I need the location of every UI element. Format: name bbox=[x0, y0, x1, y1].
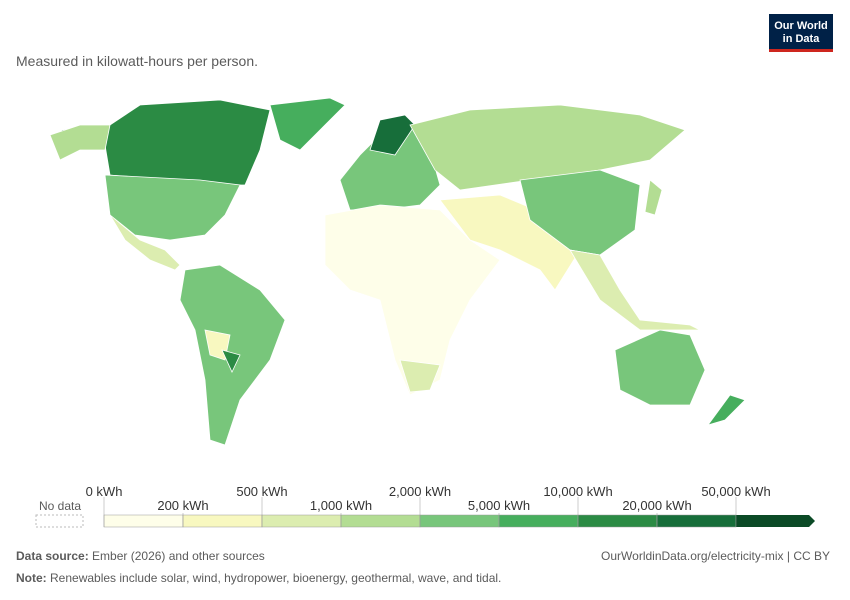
legend-bin bbox=[656, 514, 737, 528]
subtitle: Measured in kilowatt-hours per person. bbox=[16, 53, 258, 69]
legend-bin bbox=[577, 514, 658, 528]
logo-text: in Data bbox=[783, 33, 821, 45]
no-data-swatch bbox=[35, 514, 84, 528]
country bbox=[706, 394, 746, 426]
world-map bbox=[49, 97, 746, 446]
logo-bar bbox=[769, 49, 833, 52]
country bbox=[614, 329, 706, 406]
country bbox=[644, 179, 663, 216]
note-label: Note: bbox=[16, 571, 47, 585]
legend-label: 1,000 kWh bbox=[310, 498, 372, 513]
country bbox=[369, 114, 416, 156]
source: Data source: Ember (2026) and other sour… bbox=[16, 549, 265, 563]
legend-label: 10,000 kWh bbox=[543, 484, 612, 499]
legend-bin bbox=[498, 514, 579, 528]
country bbox=[324, 204, 501, 396]
legend-label: 20,000 kWh bbox=[622, 498, 691, 513]
logo bbox=[769, 14, 833, 50]
legend-bin bbox=[340, 514, 421, 528]
legend-label: 200 kWh bbox=[157, 498, 208, 513]
legend-bin bbox=[103, 514, 184, 528]
country bbox=[221, 349, 241, 373]
country bbox=[59, 99, 271, 186]
legend-bin bbox=[419, 514, 500, 528]
legend-label: 2,000 kWh bbox=[389, 484, 451, 499]
legend-label: 0 kWh bbox=[86, 484, 123, 499]
legend: No data 0 kWh 200 kWh 500 kWh 1,000 kWh 2,00… bbox=[35, 484, 815, 528]
country bbox=[409, 104, 686, 191]
country bbox=[569, 249, 701, 331]
no-data-label: No data bbox=[39, 499, 81, 513]
legend-label: 500 kWh bbox=[236, 484, 287, 499]
legend-bin bbox=[261, 514, 342, 528]
legend-label: 5,000 kWh bbox=[468, 498, 530, 513]
source-label: Data source: bbox=[16, 549, 89, 563]
country bbox=[49, 124, 111, 161]
source-text: Ember (2026) and other sources bbox=[92, 549, 265, 563]
country bbox=[399, 359, 441, 393]
url: OurWorldinData.org/electricity-mix | CC … bbox=[601, 549, 830, 563]
legend-label: 50,000 kWh bbox=[701, 484, 770, 499]
country bbox=[519, 169, 641, 256]
note: Note: Renewables include solar, wind, hy… bbox=[16, 571, 501, 585]
country bbox=[109, 214, 181, 271]
legend-bin bbox=[182, 514, 263, 528]
country bbox=[269, 97, 346, 151]
note-text: Renewables include solar, wind, hydropow… bbox=[50, 571, 501, 585]
logo-text: Our World bbox=[774, 20, 828, 32]
legend-bin bbox=[736, 515, 815, 527]
